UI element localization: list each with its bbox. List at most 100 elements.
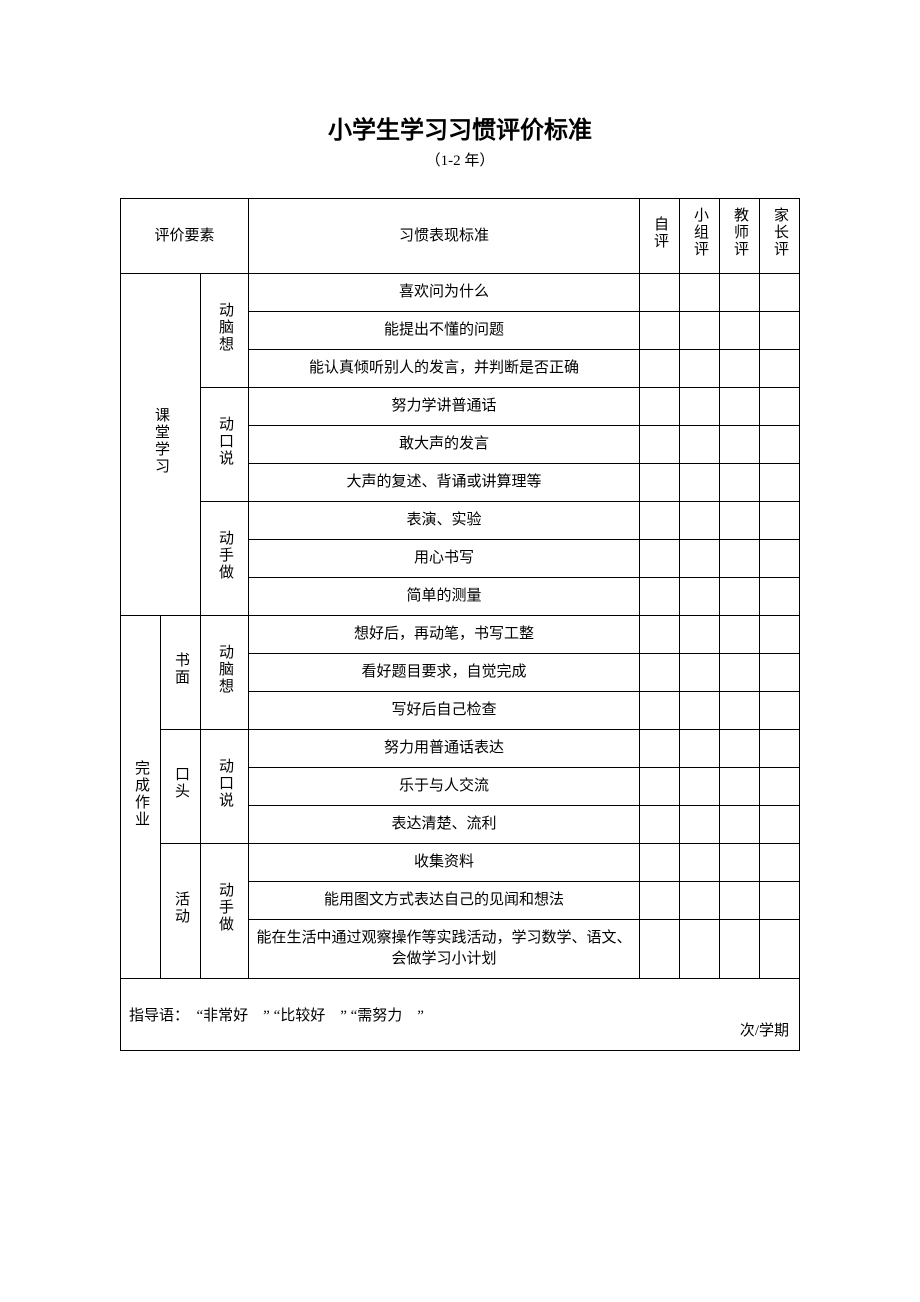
eval-cell-parent[interactable] bbox=[760, 768, 800, 806]
eval-cell-group[interactable] bbox=[680, 426, 720, 464]
eval-cell-teacher[interactable] bbox=[720, 312, 760, 350]
eval-cell-group[interactable] bbox=[680, 312, 720, 350]
eval-cell-teacher[interactable] bbox=[720, 616, 760, 654]
eval-cell-self[interactable] bbox=[640, 882, 680, 920]
eval-cell-parent[interactable] bbox=[760, 578, 800, 616]
eval-cell-self[interactable] bbox=[640, 806, 680, 844]
eval-cell-parent[interactable] bbox=[760, 540, 800, 578]
table-row: 活动 动手做 收集资料 bbox=[121, 844, 800, 882]
eval-cell-teacher[interactable] bbox=[720, 388, 760, 426]
eval-cell-group[interactable] bbox=[680, 464, 720, 502]
frequency-text: 次/学期 bbox=[740, 1021, 789, 1042]
header-element: 评价要素 bbox=[121, 199, 249, 274]
standard-cell: 写好后自己检查 bbox=[249, 692, 640, 730]
eval-cell-teacher[interactable] bbox=[720, 730, 760, 768]
eval-cell-self[interactable] bbox=[640, 578, 680, 616]
table-header-row: 评价要素 习惯表现标准 自评 小组评 教师评 家长评 bbox=[121, 199, 800, 274]
standard-cell: 想好后，再动笔，书写工整 bbox=[249, 616, 640, 654]
eval-cell-group[interactable] bbox=[680, 920, 720, 979]
eval-cell-parent[interactable] bbox=[760, 274, 800, 312]
eval-cell-self[interactable] bbox=[640, 730, 680, 768]
eval-cell-self[interactable] bbox=[640, 464, 680, 502]
table-row: 动口说 努力学讲普通话 bbox=[121, 388, 800, 426]
eval-cell-group[interactable] bbox=[680, 388, 720, 426]
table-row: 课堂学习 动脑想 喜欢问为什么 bbox=[121, 274, 800, 312]
table-row: 口头 动口说 努力用普通话表达 bbox=[121, 730, 800, 768]
evaluation-table: 评价要素 习惯表现标准 自评 小组评 教师评 家长评 课堂学习 动脑想 喜欢问为… bbox=[120, 198, 800, 1051]
eval-cell-parent[interactable] bbox=[760, 502, 800, 540]
eval-cell-teacher[interactable] bbox=[720, 882, 760, 920]
table-footer-row: 指导语： “非常好 ” “比较好 ” “需努力 ” 次/学期 bbox=[121, 979, 800, 1051]
page-title: 小学生学习习惯评价标准 bbox=[120, 110, 800, 145]
eval-cell-self[interactable] bbox=[640, 920, 680, 979]
eval-cell-group[interactable] bbox=[680, 806, 720, 844]
standard-cell: 努力学讲普通话 bbox=[249, 388, 640, 426]
eval-cell-group[interactable] bbox=[680, 578, 720, 616]
eval-cell-parent[interactable] bbox=[760, 730, 800, 768]
eval-cell-group[interactable] bbox=[680, 540, 720, 578]
standard-cell: 大声的复述、背诵或讲算理等 bbox=[249, 464, 640, 502]
eval-cell-teacher[interactable] bbox=[720, 502, 760, 540]
eval-cell-self[interactable] bbox=[640, 768, 680, 806]
eval-cell-parent[interactable] bbox=[760, 464, 800, 502]
group-do: 动手做 bbox=[201, 502, 249, 616]
eval-cell-self[interactable] bbox=[640, 350, 680, 388]
eval-cell-parent[interactable] bbox=[760, 616, 800, 654]
eval-cell-group[interactable] bbox=[680, 616, 720, 654]
section-homework: 完成作业 bbox=[121, 616, 161, 979]
section-classroom: 课堂学习 bbox=[121, 274, 201, 616]
eval-cell-teacher[interactable] bbox=[720, 768, 760, 806]
eval-cell-parent[interactable] bbox=[760, 844, 800, 882]
eval-cell-self[interactable] bbox=[640, 312, 680, 350]
eval-cell-self[interactable] bbox=[640, 540, 680, 578]
eval-cell-teacher[interactable] bbox=[720, 692, 760, 730]
eval-cell-parent[interactable] bbox=[760, 882, 800, 920]
guide-text: 指导语： “非常好 ” “比较好 ” “需努力 ” bbox=[129, 1006, 791, 1027]
eval-cell-group[interactable] bbox=[680, 502, 720, 540]
eval-cell-teacher[interactable] bbox=[720, 274, 760, 312]
eval-cell-parent[interactable] bbox=[760, 350, 800, 388]
eval-cell-self[interactable] bbox=[640, 388, 680, 426]
eval-cell-group[interactable] bbox=[680, 730, 720, 768]
standard-cell: 表达清楚、流利 bbox=[249, 806, 640, 844]
eval-cell-parent[interactable] bbox=[760, 806, 800, 844]
eval-cell-group[interactable] bbox=[680, 882, 720, 920]
standard-cell: 努力用普通话表达 bbox=[249, 730, 640, 768]
header-group: 小组评 bbox=[680, 199, 720, 274]
eval-cell-teacher[interactable] bbox=[720, 806, 760, 844]
eval-cell-teacher[interactable] bbox=[720, 654, 760, 692]
eval-cell-self[interactable] bbox=[640, 426, 680, 464]
eval-cell-group[interactable] bbox=[680, 692, 720, 730]
eval-cell-self[interactable] bbox=[640, 844, 680, 882]
eval-cell-self[interactable] bbox=[640, 616, 680, 654]
eval-cell-teacher[interactable] bbox=[720, 426, 760, 464]
group-think-2: 动脑想 bbox=[201, 616, 249, 730]
eval-cell-teacher[interactable] bbox=[720, 540, 760, 578]
eval-cell-teacher[interactable] bbox=[720, 350, 760, 388]
header-parent: 家长评 bbox=[760, 199, 800, 274]
eval-cell-group[interactable] bbox=[680, 654, 720, 692]
eval-cell-teacher[interactable] bbox=[720, 578, 760, 616]
eval-cell-group[interactable] bbox=[680, 350, 720, 388]
eval-cell-group[interactable] bbox=[680, 844, 720, 882]
eval-cell-parent[interactable] bbox=[760, 388, 800, 426]
standard-cell: 用心书写 bbox=[249, 540, 640, 578]
eval-cell-parent[interactable] bbox=[760, 312, 800, 350]
eval-cell-parent[interactable] bbox=[760, 654, 800, 692]
eval-cell-self[interactable] bbox=[640, 274, 680, 312]
eval-cell-self[interactable] bbox=[640, 692, 680, 730]
eval-cell-teacher[interactable] bbox=[720, 464, 760, 502]
eval-cell-group[interactable] bbox=[680, 274, 720, 312]
standard-cell: 简单的测量 bbox=[249, 578, 640, 616]
eval-cell-group[interactable] bbox=[680, 768, 720, 806]
eval-cell-parent[interactable] bbox=[760, 692, 800, 730]
eval-cell-self[interactable] bbox=[640, 654, 680, 692]
eval-cell-teacher[interactable] bbox=[720, 844, 760, 882]
eval-cell-parent[interactable] bbox=[760, 426, 800, 464]
group-do-2: 动手做 bbox=[201, 844, 249, 979]
eval-cell-self[interactable] bbox=[640, 502, 680, 540]
footer-cell: 指导语： “非常好 ” “比较好 ” “需努力 ” 次/学期 bbox=[121, 979, 800, 1051]
eval-cell-parent[interactable] bbox=[760, 920, 800, 979]
eval-cell-teacher[interactable] bbox=[720, 920, 760, 979]
standard-cell: 能用图文方式表达自己的见闻和想法 bbox=[249, 882, 640, 920]
